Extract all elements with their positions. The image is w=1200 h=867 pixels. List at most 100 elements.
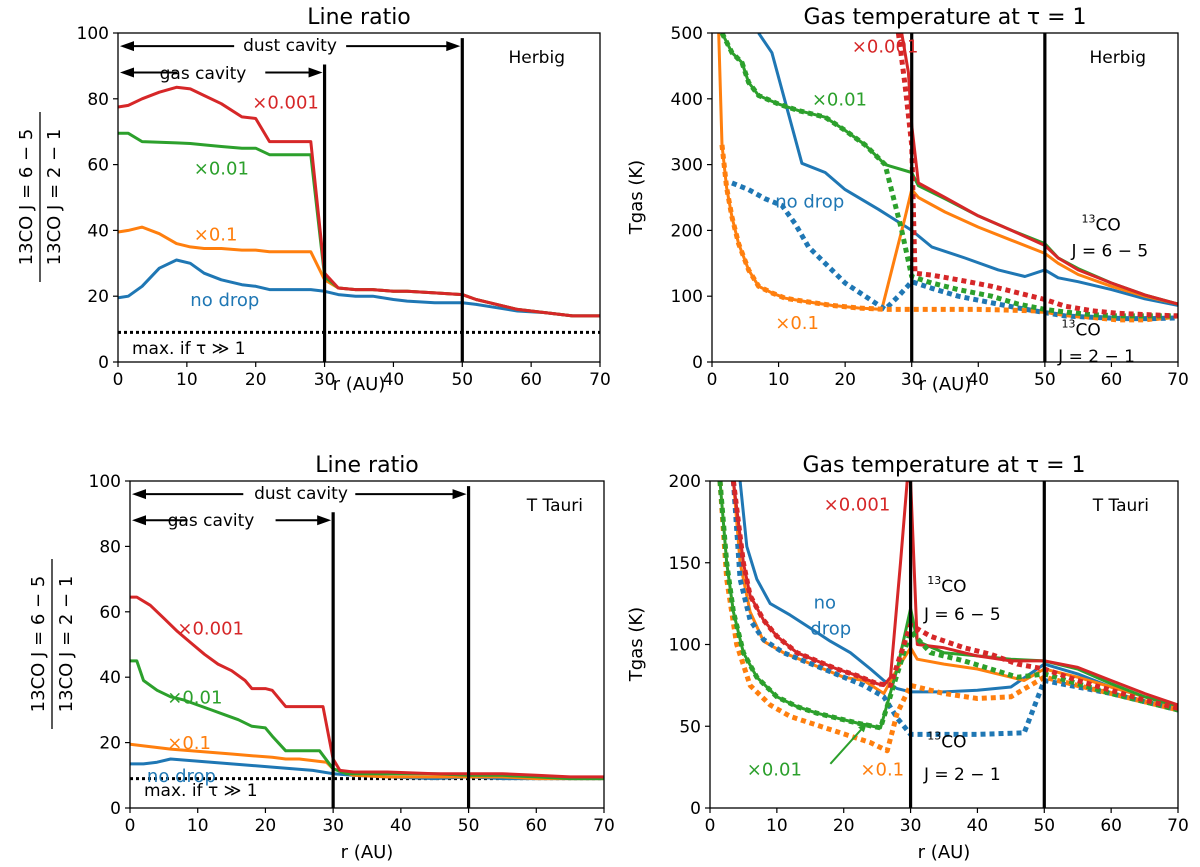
panel-title: Gas temperature at τ = 1 xyxy=(803,5,1086,30)
transition-label: 13CO xyxy=(927,574,966,597)
series-label-0-001: ×0.001 xyxy=(252,93,319,114)
series-label-0-01: ×0.01 xyxy=(194,158,249,179)
x-tick-label: 20 xyxy=(833,816,855,836)
axes-frame xyxy=(117,32,601,363)
y-tick-label: 40 xyxy=(87,221,109,241)
x-axis-label: r (AU) xyxy=(919,374,972,395)
y-tick-label: 150 xyxy=(669,554,701,574)
max-optically-thick-label: max. if τ ≫ 1 xyxy=(144,781,258,801)
series-line-0-1-j-6-5 xyxy=(731,481,1178,709)
transition-label: 13CO xyxy=(1062,318,1101,341)
x-tick-label: 20 xyxy=(245,370,267,390)
transition-label: 13CO xyxy=(927,730,966,753)
y-tick-label: 0 xyxy=(98,353,109,373)
y-axis-label: Tgas (K) xyxy=(626,160,647,235)
regime-label: Herbig xyxy=(508,48,565,68)
series-labels: ×0.001 no drop ×0.01 ×0.1 xyxy=(747,494,904,780)
x-tick-label: 40 xyxy=(967,816,989,836)
series-label-no-drop: no drop xyxy=(190,290,259,311)
transition-label: J = 2 − 1 xyxy=(1057,347,1135,367)
series-line-no-drop-j-2-1 xyxy=(730,481,1178,737)
y-tick-label: 300 xyxy=(671,156,703,176)
ttauri-gas-temperature-panel: Gas temperature at τ = 1 0 10 20 30 40 50 60 70… xyxy=(626,453,1189,863)
y-axis-label-denominator: 13CO J = 2 − 1 xyxy=(44,129,65,266)
series-label-0-1: ×0.1 xyxy=(775,313,819,334)
panel-title: Gas temperature at τ = 1 xyxy=(802,453,1085,478)
x-tick-label: 50 xyxy=(1033,816,1055,836)
plot-area xyxy=(709,480,1179,809)
x-tick-label: 70 xyxy=(1167,370,1189,390)
series-line-0-001-j-6-5 xyxy=(731,481,1178,707)
regime-label: T Tauri xyxy=(1092,496,1149,516)
x-tick-label: 0 xyxy=(707,370,718,390)
y-axis-label-denominator: 13CO J = 2 − 1 xyxy=(56,576,77,713)
y-tick-label: 100 xyxy=(89,472,121,492)
series-line-no-drop-j-6-5 xyxy=(757,33,1178,307)
y-tick-label: 80 xyxy=(87,90,109,110)
y-tick-label: 200 xyxy=(669,472,701,492)
series-labels: ×0.001 ×0.01 ×0.1 no drop xyxy=(190,93,319,311)
herbig-gas-temperature-panel: Gas temperature at τ = 1 0 10 20 30 40 50 60 70… xyxy=(626,5,1189,395)
series-labels: ×0.001 ×0.01 ×0.1 no drop xyxy=(147,619,244,787)
x-tick-label: 30 xyxy=(901,370,923,390)
axis-ticks: 0 10 20 30 40 50 60 70 0 50 100 150 200 xyxy=(669,472,1189,836)
x-tick-label: 30 xyxy=(322,816,344,836)
x-tick-label: 30 xyxy=(900,816,922,836)
isotope-superscript: 13 xyxy=(1062,318,1076,331)
series-line-no-drop-j-2-1 xyxy=(731,180,1178,322)
series-group xyxy=(717,33,1178,323)
series-line-0-1-j-6-5 xyxy=(717,33,1178,311)
series-label-0-1: ×0.1 xyxy=(167,733,211,754)
y-tick-label: 20 xyxy=(87,287,109,307)
x-tick-label: 30 xyxy=(314,370,336,390)
series-line-0-1-j-2-1 xyxy=(717,481,1178,754)
series-label-no-drop: no drop xyxy=(147,766,216,787)
series-label-0-1: ×0.1 xyxy=(194,224,238,245)
y-tick-label: 100 xyxy=(669,636,701,656)
y-tick-label: 200 xyxy=(671,221,703,241)
y-tick-label: 50 xyxy=(679,717,701,737)
isotope-superscript: 13 xyxy=(1081,212,1095,225)
y-tick-label: 500 xyxy=(671,24,703,44)
plot-area xyxy=(117,32,601,363)
molecule-name: CO xyxy=(1095,215,1120,235)
cavity-arrow-head-right xyxy=(452,489,467,500)
axis-ticks: 0 10 20 30 40 50 60 70 0 20 40 60 80 100 xyxy=(77,24,611,390)
x-tick-label: 50 xyxy=(1034,370,1056,390)
series-label-0-001: ×0.001 xyxy=(852,37,919,58)
y-tick-label: 80 xyxy=(99,537,121,557)
x-tick-label: 0 xyxy=(705,816,716,836)
series-label-0-01: ×0.01 xyxy=(167,687,222,708)
series-line-0-001 xyxy=(130,595,604,779)
series-line-0-01-j-2-1 xyxy=(717,481,1178,731)
gas-cavity-label: gas cavity xyxy=(160,64,247,84)
cavity-arrow-head-left xyxy=(120,41,134,52)
y-tick-label: 20 xyxy=(99,734,121,754)
series-line-0-1 xyxy=(130,742,604,781)
molecule-name: CO xyxy=(941,733,966,753)
x-axis-label: r (AU) xyxy=(341,842,394,863)
axis-ticks: 0 10 20 30 40 50 60 70 0 100 200 300 400 500 xyxy=(671,24,1189,390)
x-axis-label: r (AU) xyxy=(333,374,386,395)
series-label-no: no xyxy=(814,593,836,614)
y-tick-label: 0 xyxy=(110,799,121,819)
herbig-line-ratio-panel: Line ratio 0 10 20 30 40 50 60 70 0 20 40 60 80 100 r… xyxy=(16,5,611,395)
series-label-0-01: ×0.01 xyxy=(812,89,867,110)
series-line-0-1-j-2-1 xyxy=(719,144,1178,323)
axes-frame xyxy=(709,480,1179,809)
y-tick-label: 400 xyxy=(671,90,703,110)
series-label-0-1: ×0.1 xyxy=(860,759,904,780)
y-tick-label: 0 xyxy=(692,353,703,373)
x-tick-label: 10 xyxy=(176,370,198,390)
series-line-0-001 xyxy=(118,85,600,318)
series-group xyxy=(717,481,1178,754)
max-optically-thick-label: max. if τ ≫ 1 xyxy=(132,339,246,359)
regime-label: Herbig xyxy=(1089,48,1146,68)
x-tick-label: 60 xyxy=(525,816,547,836)
x-tick-label: 0 xyxy=(113,370,124,390)
x-tick-label: 70 xyxy=(593,816,615,836)
transition-label: J = 2 − 1 xyxy=(923,765,1001,785)
x-tick-label: 20 xyxy=(834,370,856,390)
